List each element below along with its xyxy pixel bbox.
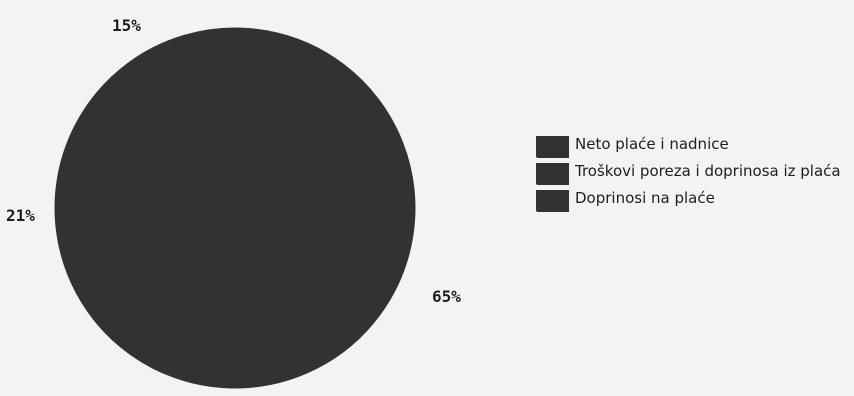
legend-swatch-troskovi xyxy=(536,163,569,185)
legend-item-doprinosi: Doprinosi na plaće xyxy=(536,189,854,212)
legend-label-doprinosi: Doprinosi na plaće xyxy=(575,189,715,207)
slice-label-troskovi: 15% xyxy=(112,16,141,35)
legend-item-neto: Neto plaće i nadnice xyxy=(536,135,854,158)
legend-swatch-doprinosi xyxy=(536,190,569,212)
legend: Neto plaće i nadnice Troškovi poreza i d… xyxy=(536,135,854,216)
slice-label-neto: 65% xyxy=(432,287,461,306)
slice-label-doprinosi: 21% xyxy=(6,206,35,225)
slice-neto xyxy=(75,30,416,389)
legend-swatch-neto xyxy=(536,136,569,158)
slice-troskovi xyxy=(111,27,268,210)
legend-label-troskovi: Troškovi poreza i doprinosa iz plaća xyxy=(575,162,841,180)
slice-doprinosi xyxy=(54,75,236,294)
legend-label-neto: Neto plaće i nadnice xyxy=(575,135,729,153)
legend-item-troskovi: Troškovi poreza i doprinosa iz plaća xyxy=(536,162,854,185)
